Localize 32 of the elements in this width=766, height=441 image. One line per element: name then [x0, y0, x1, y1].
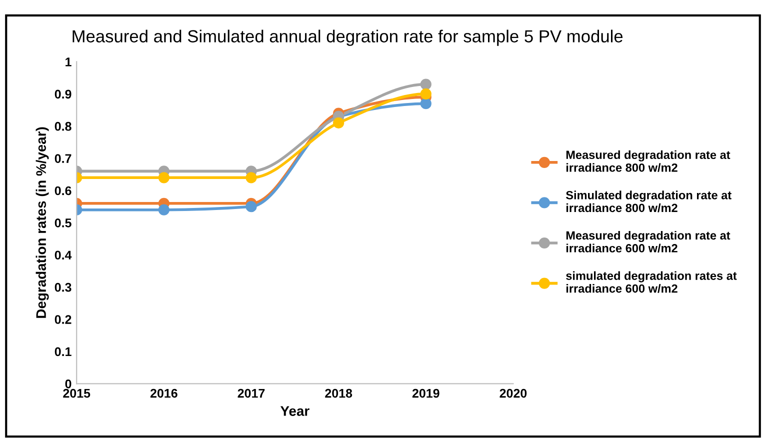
point: [420, 78, 432, 90]
x-tick-label: 2018: [325, 388, 352, 398]
y-tick-label: 0.1: [54, 347, 72, 356]
x-tick-label: 2019: [412, 388, 440, 398]
legend-label: Measured degradation rate at irradiance 600 w/m2: [566, 230, 730, 253]
point: [333, 117, 344, 128]
y-tick-label: 0.7: [54, 154, 72, 163]
y-tick-label: 0: [65, 379, 72, 388]
point: [158, 204, 170, 216]
y-tick-label: 0.8: [54, 122, 72, 131]
legend-label: simulated degradation rates at irradiance 600 w/m2: [566, 271, 737, 293]
y-tick-label: 0.2: [54, 315, 72, 324]
y-tick-label: 0.3: [54, 282, 72, 292]
x-tick-label: 2016: [150, 388, 178, 398]
x-tick-label: 2015: [63, 388, 90, 398]
point: [420, 88, 432, 100]
y-tick-label: 0.9: [54, 90, 72, 99]
point: [246, 201, 257, 212]
point: [158, 172, 170, 184]
y-tick-label: 0.6: [54, 186, 72, 196]
point: [420, 98, 432, 110]
legend-label: Simulated degradation rate at irradiance 800 w/m2: [566, 190, 732, 212]
x-axis-title: Year: [280, 406, 310, 416]
chart-title: Measured and Simulated annual degration rate for sample 5 PV module: [72, 30, 623, 46]
legend-label: Measured degradation rate at irradiance 800 w/m2: [566, 150, 730, 172]
x-tick-label: 2020: [500, 388, 527, 398]
y-axis-title: Degradation rates (in %/year): [36, 127, 49, 318]
x-tick-label: 2017: [238, 388, 265, 398]
point: [246, 172, 257, 184]
y-tick-label: 1: [66, 58, 72, 66]
y-tick-label: 0.5: [54, 218, 72, 228]
y-tick-label: 0.4: [54, 250, 72, 260]
